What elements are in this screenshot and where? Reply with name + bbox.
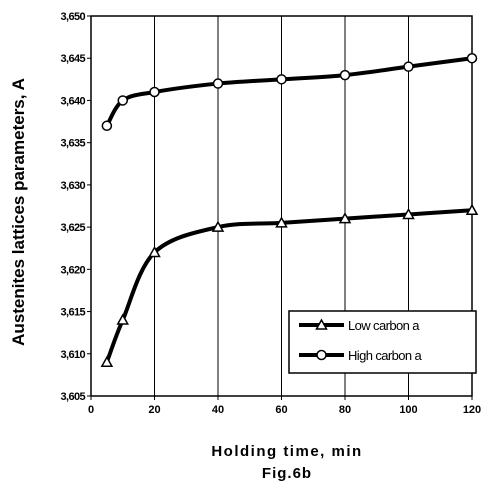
legend-label-high-carbon: High carbon a (348, 348, 423, 363)
data-point-circle (403, 61, 414, 72)
y-tick-label: 3,635 (60, 138, 85, 150)
y-tick-label: 3,620 (60, 264, 85, 276)
axes: 0 20 40 60 80 100 120 3,605 3,610 3,615 3,620 3,625… (60, 11, 481, 416)
x-tick-label: 20 (148, 404, 160, 416)
data-point-circle (339, 69, 351, 81)
y-tick-label: 3,645 (60, 53, 85, 65)
figure-caption: Fig.6b (262, 465, 312, 482)
data-point-circle (117, 95, 128, 106)
x-tick-label: 80 (339, 404, 351, 416)
x-tick-label: 120 (463, 404, 481, 416)
data-point-triangle (338, 212, 352, 224)
legend-marker-triangle (315, 318, 328, 330)
data-point-triangle (116, 313, 130, 325)
data-point-triangle (148, 245, 161, 258)
y-tick-label: 3,615 (60, 307, 85, 319)
legend-marker-circle (316, 349, 327, 361)
y-tick-label: 3,640 (60, 95, 85, 107)
data-point-triangle (100, 355, 114, 367)
x-tick-label: 40 (212, 404, 224, 416)
data-point-circle (276, 74, 287, 85)
legend: Low carbon a High carbon a (288, 310, 477, 374)
data-point-triangle (275, 216, 288, 228)
series-low-carbon (100, 203, 479, 367)
y-axis-label: Austenites lattices parameters, A (9, 78, 28, 346)
data-point-circle (466, 52, 478, 64)
legend-box (288, 310, 477, 374)
x-tick-label: 100 (399, 404, 417, 416)
y-tick-label: 3,605 (60, 391, 85, 403)
data-point-circle (101, 120, 113, 132)
data-point-triangle (211, 220, 225, 232)
series-line (104, 56, 474, 128)
x-tick-label: 60 (275, 404, 287, 416)
legend-label-low-carbon: Low carbon a (348, 318, 420, 333)
y-tick-label: 3,625 (60, 222, 85, 234)
y-tick-label: 3,610 (60, 349, 85, 361)
x-axis-label: Holding time, min (211, 443, 362, 460)
y-tick-label: 3,650 (60, 11, 85, 23)
series-line (104, 208, 474, 365)
data-point-circle (149, 86, 160, 98)
data-point-triangle (402, 207, 415, 220)
x-tick-label: 0 (88, 404, 94, 416)
series-layer (100, 52, 479, 367)
series-high-carbon (101, 52, 478, 132)
data-point-triangle (465, 203, 479, 215)
data-point-circle (212, 78, 224, 89)
y-tick-label: 3,630 (60, 180, 85, 192)
